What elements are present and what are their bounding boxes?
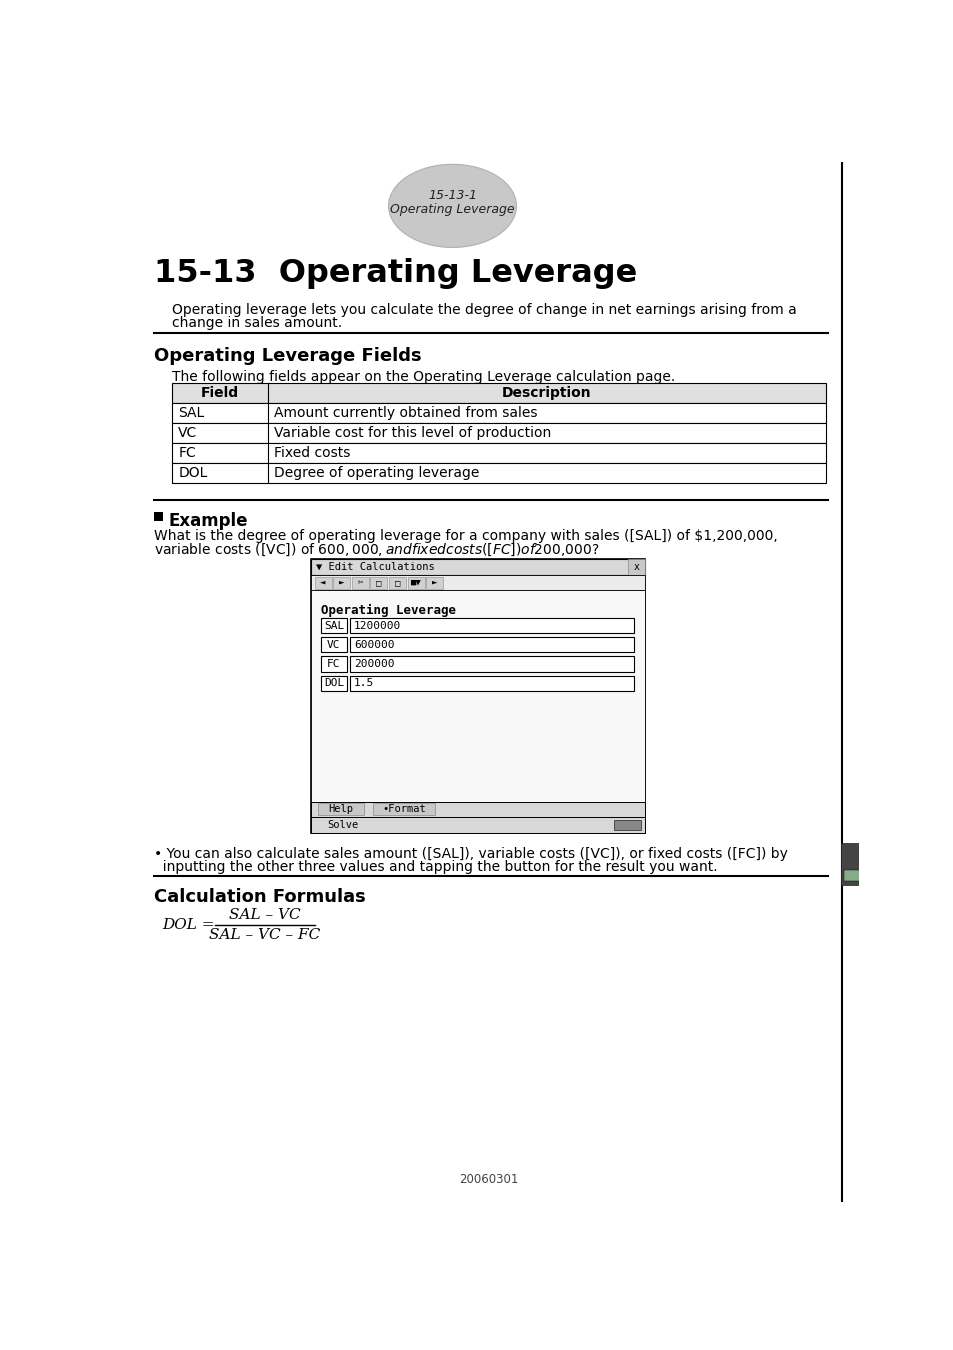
Text: DOL =: DOL = [162, 918, 214, 932]
Bar [311, 802, 644, 817]
Text: Calculation Formulas: Calculation Formulas [154, 888, 366, 906]
Text: ✂: ✂ [357, 578, 362, 587]
Text: VC: VC [178, 427, 197, 440]
Bar [373, 803, 435, 815]
Bar [311, 575, 644, 590]
Bar [350, 675, 633, 691]
Text: Degree of operating leverage: Degree of operating leverage [274, 466, 479, 481]
Bar [370, 576, 387, 590]
Text: 15-13  Operating Leverage: 15-13 Operating Leverage [154, 258, 637, 289]
Text: The following fields appear on the Operating Leverage calculation page.: The following fields appear on the Opera… [172, 370, 675, 383]
Bar [320, 637, 347, 652]
Bar [627, 559, 644, 575]
Bar [311, 559, 644, 575]
Text: ►: ► [432, 578, 436, 587]
Text: □: □ [395, 578, 399, 587]
Bar [840, 842, 867, 886]
Text: ►: ► [338, 578, 344, 587]
Text: • You can also calculate sales amount ([SAL]), variable costs ([VC]), or fixed c: • You can also calculate sales amount ([… [154, 846, 787, 860]
Bar [172, 423, 825, 443]
Bar [154, 512, 163, 521]
Bar [311, 817, 644, 833]
Text: 200000: 200000 [354, 659, 395, 670]
Bar [350, 618, 633, 633]
Text: Help: Help [328, 803, 353, 814]
Text: SAL – VC – FC: SAL – VC – FC [209, 927, 320, 942]
Text: ◄: ◄ [320, 578, 325, 587]
Text: ■▼: ■▼ [411, 578, 421, 587]
Bar [320, 618, 347, 633]
Text: VC: VC [327, 640, 340, 649]
Bar [352, 576, 369, 590]
Text: x: x [633, 562, 639, 572]
Text: Amount currently obtained from sales: Amount currently obtained from sales [274, 406, 537, 420]
Text: •Format: •Format [382, 803, 426, 814]
Bar [407, 576, 424, 590]
Text: FC: FC [327, 659, 340, 670]
Text: variable costs ([VC]) of $600,000, and fixed costs ([FC]) of $200,000?: variable costs ([VC]) of $600,000, and f… [154, 541, 599, 558]
Text: Operating leverage lets you calculate the degree of change in net earnings arisi: Operating leverage lets you calculate th… [172, 302, 796, 317]
Text: Description: Description [501, 386, 591, 400]
Bar [843, 871, 863, 882]
Bar [320, 675, 347, 691]
Text: Fixed costs: Fixed costs [274, 446, 351, 460]
Text: 1200000: 1200000 [354, 621, 401, 630]
Text: SAL: SAL [323, 621, 344, 630]
Text: Variable cost for this level of production: Variable cost for this level of producti… [274, 427, 551, 440]
Bar [320, 656, 347, 672]
Text: Field: Field [201, 386, 239, 400]
Ellipse shape [388, 165, 516, 247]
Bar [317, 803, 364, 815]
Bar [172, 404, 825, 423]
Text: SAL: SAL [178, 406, 204, 420]
Bar [350, 637, 633, 652]
Text: 600000: 600000 [354, 640, 395, 649]
Text: 15-13-1: 15-13-1 [428, 189, 476, 202]
Text: 1.5: 1.5 [354, 678, 374, 688]
Text: 20060301: 20060301 [458, 1173, 518, 1187]
Text: DOL: DOL [178, 466, 208, 481]
Bar [333, 576, 350, 590]
Bar [172, 463, 825, 483]
Bar [314, 576, 332, 590]
Text: change in sales amount.: change in sales amount. [172, 316, 342, 329]
Text: Example: Example [168, 512, 248, 529]
Text: Operating Leverage: Operating Leverage [320, 603, 456, 617]
Bar [426, 576, 443, 590]
Bar [172, 443, 825, 463]
Bar [311, 559, 644, 833]
Text: Solve: Solve [327, 819, 357, 830]
Bar [389, 576, 406, 590]
Text: Operating Leverage Fields: Operating Leverage Fields [154, 347, 421, 364]
Bar [350, 656, 633, 672]
Text: inputting the other three values and tapping the button for the result you want.: inputting the other three values and tap… [154, 860, 717, 873]
Text: FC: FC [178, 446, 195, 460]
Bar [613, 819, 640, 830]
Bar [311, 590, 644, 802]
Text: DOL: DOL [323, 678, 344, 688]
Text: □: □ [375, 578, 381, 587]
Bar [172, 383, 825, 404]
Text: Operating Leverage: Operating Leverage [390, 204, 515, 216]
Text: SAL – VC: SAL – VC [229, 909, 300, 922]
Text: ▼ Edit Calculations: ▼ Edit Calculations [315, 562, 435, 572]
Text: What is the degree of operating leverage for a company with sales ([SAL]) of $1,: What is the degree of operating leverage… [154, 528, 777, 543]
